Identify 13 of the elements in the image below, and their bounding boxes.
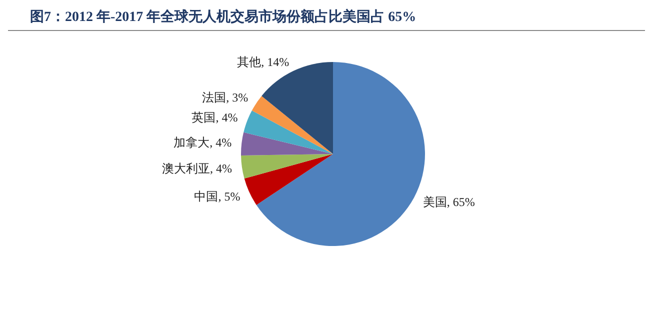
slice-label: 加拿大, 4% <box>174 136 232 150</box>
pie-slice <box>244 110 333 154</box>
slice-label: 中国, 5% <box>194 189 240 204</box>
slice-label: 美国, 65% <box>422 195 475 210</box>
pie-slice <box>241 154 333 179</box>
pie-slice <box>241 132 333 156</box>
slice-label: 澳大利亚, 4% <box>162 162 232 176</box>
slice-label: 法国, 3% <box>202 90 248 104</box>
slice-label: 其他, 14% <box>237 54 290 69</box>
pie-slice <box>252 96 333 154</box>
slice-label: 英国, 4% <box>192 110 238 125</box>
pie-slice <box>244 154 333 205</box>
chart-title: 图7：2012 年-2017 年全球无人机交易市场份额占比美国占 65% <box>8 8 645 31</box>
